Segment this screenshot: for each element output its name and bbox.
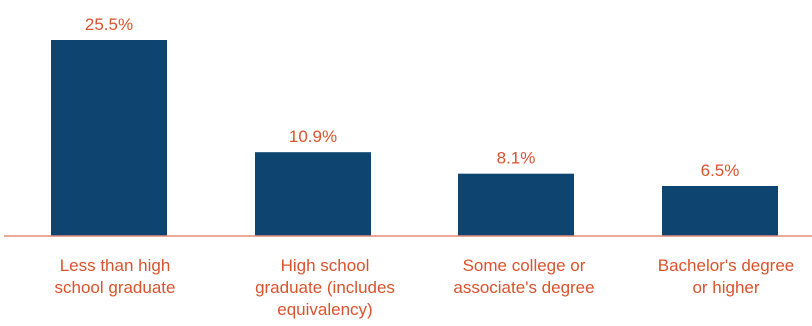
- category-label-line: or higher: [692, 278, 759, 297]
- category-label-line: associate's degree: [453, 278, 594, 297]
- category-label-line: Less than high: [60, 256, 171, 275]
- category-labels-group: Less than high school graduate High school…: [55, 256, 795, 319]
- category-label-line: school graduate: [55, 278, 176, 297]
- data-label-2: 8.1%: [497, 149, 536, 168]
- bar-0: [51, 40, 167, 236]
- bars-group: [51, 40, 778, 236]
- category-label-3: Bachelor's degree or higher: [658, 256, 795, 297]
- category-label-line: Bachelor's degree: [658, 256, 795, 275]
- category-label-line: High school: [281, 256, 370, 275]
- data-label-3: 6.5%: [701, 161, 740, 180]
- category-label-line: Some college or: [463, 256, 586, 275]
- bar-2: [458, 173, 574, 236]
- data-label-0: 25.5%: [85, 15, 133, 34]
- category-label-0: Less than high school graduate: [55, 256, 176, 297]
- category-label-line: graduate (includes: [255, 278, 395, 297]
- data-label-1: 10.9%: [289, 127, 337, 146]
- data-labels-group: 25.5% 10.9% 8.1% 6.5%: [85, 15, 739, 180]
- category-label-1: High school graduate (includes equivalency…: [255, 256, 395, 319]
- category-label-line: equivalency): [277, 300, 372, 319]
- bar-1: [255, 152, 371, 236]
- category-label-2: Some college or associate's degree: [453, 256, 594, 297]
- bar-3: [662, 186, 778, 236]
